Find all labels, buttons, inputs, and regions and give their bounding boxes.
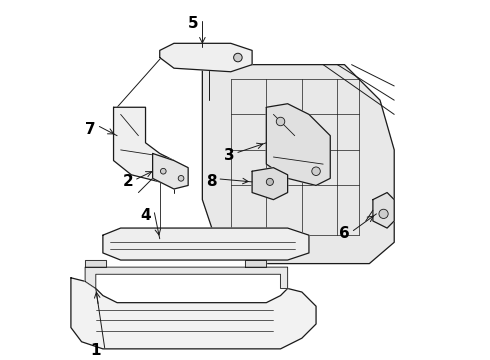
Circle shape	[312, 167, 320, 175]
Text: 5: 5	[188, 16, 199, 31]
Polygon shape	[202, 65, 394, 264]
Polygon shape	[252, 168, 288, 200]
Polygon shape	[245, 260, 267, 267]
Circle shape	[276, 117, 285, 126]
Text: 2: 2	[122, 174, 133, 189]
Circle shape	[178, 175, 184, 181]
Text: 7: 7	[85, 122, 96, 137]
Text: 8: 8	[206, 174, 217, 189]
Text: 1: 1	[91, 343, 101, 358]
Circle shape	[234, 53, 242, 62]
Polygon shape	[103, 228, 309, 260]
Circle shape	[379, 209, 388, 219]
Polygon shape	[85, 267, 288, 288]
Text: 3: 3	[224, 148, 234, 163]
Circle shape	[267, 178, 273, 185]
Text: 6: 6	[339, 226, 350, 241]
Polygon shape	[71, 278, 316, 349]
Circle shape	[160, 168, 166, 174]
Polygon shape	[85, 260, 106, 267]
Polygon shape	[373, 193, 394, 228]
Polygon shape	[114, 107, 174, 182]
Text: 4: 4	[140, 208, 151, 223]
Polygon shape	[160, 43, 252, 72]
Polygon shape	[267, 104, 330, 185]
Polygon shape	[152, 153, 188, 189]
